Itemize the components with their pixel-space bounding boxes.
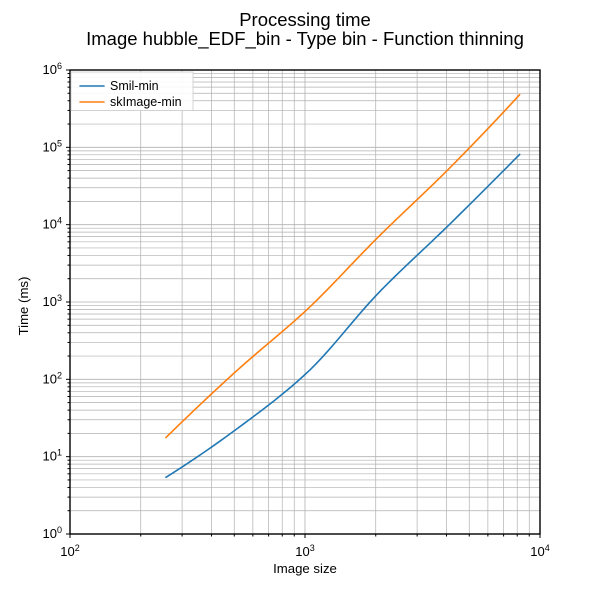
svg-text:Processing time: Processing time: [239, 9, 371, 30]
svg-text:Time (ms): Time (ms): [16, 277, 31, 336]
svg-text:skImage-min: skImage-min: [110, 95, 182, 109]
svg-text:Image hubble_EDF_bin - Type bi: Image hubble_EDF_bin - Type bin - Functi…: [86, 28, 524, 50]
svg-text:Smil-min: Smil-min: [110, 79, 159, 93]
svg-text:Image size: Image size: [273, 561, 337, 576]
